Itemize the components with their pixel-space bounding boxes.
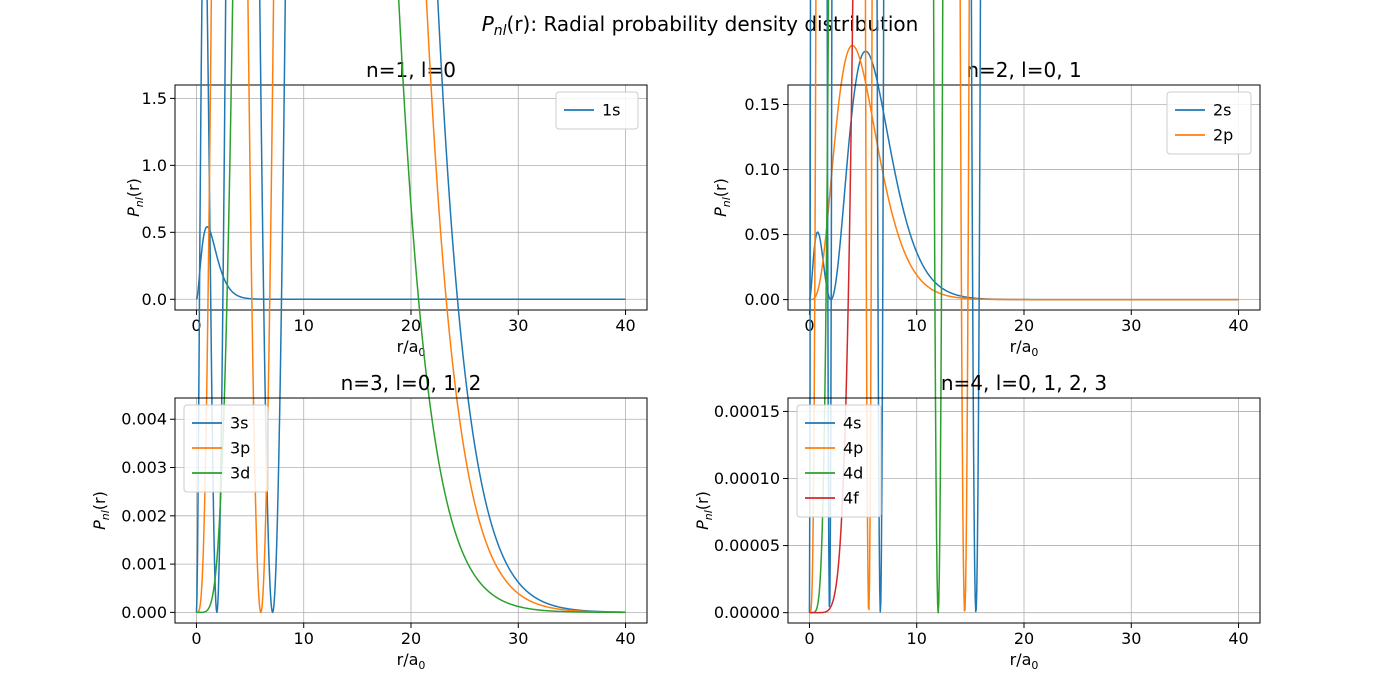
y-tick-label: 0.00 [744, 290, 780, 309]
y-axis-label: Pnl(r) [693, 491, 715, 530]
legend: 4s 4p 4d 4f [796, 404, 882, 518]
panels: 0 10 20 30 400.00.51.01.5n=1, l=0r/a0Pnl(r)1… [90, 0, 1261, 672]
x-tick-label: 20 [1014, 629, 1034, 648]
legend-label: 3s [230, 414, 249, 433]
x-axis-label: r/a0 [397, 337, 426, 359]
x-tick-label: 40 [615, 316, 635, 335]
y-tick-label: 0.003 [121, 458, 167, 477]
subplot-title: n=4, l=0, 1, 2, 3 [941, 371, 1107, 395]
subplot-title: n=3, l=0, 1, 2 [341, 371, 482, 395]
legend-box [183, 404, 269, 493]
y-tick-label: 0.00005 [714, 536, 780, 555]
x-tick-label: 20 [401, 629, 421, 648]
x-axis-label: r/a0 [397, 650, 426, 672]
y-tick-label: 0.5 [142, 223, 167, 242]
x-tick-label: 20 [401, 316, 421, 335]
series-line-1s [195, 226, 626, 301]
y-tick-label: 0.001 [121, 555, 167, 574]
legend-label: 2p [1213, 126, 1233, 145]
legend-box [796, 404, 882, 518]
legend-label: 4f [843, 489, 859, 508]
y-tick-label: 0.00015 [714, 402, 780, 421]
y-axis-label: Pnl(r) [90, 491, 112, 530]
legend-label: 4d [843, 464, 863, 483]
y-tick-label: 1.0 [142, 156, 167, 175]
x-tick-label: 40 [615, 629, 635, 648]
legend-label: 4s [843, 414, 862, 433]
legend-label: 4p [843, 439, 863, 458]
x-tick-label: 30 [1121, 316, 1141, 335]
x-axis-label: r/a0 [1010, 337, 1039, 359]
legend-label: 2s [1213, 101, 1232, 120]
x-tick-label: 30 [1121, 629, 1141, 648]
series-line-2p [809, 44, 1239, 301]
x-tick-label: 20 [1014, 316, 1034, 335]
subplot-3: 0 10 20 30 40 0.000 0.001 0.002 0.003 0.004 n=3, l… [90, 0, 648, 672]
y-tick-label: 1.5 [142, 89, 167, 108]
x-tick-label: 10 [907, 629, 927, 648]
y-tick-label: 0.000 [121, 603, 167, 622]
x-tick-label: 10 [294, 316, 314, 335]
legend-label: 3p [230, 439, 250, 458]
y-tick-label: 0.10 [744, 160, 780, 179]
x-axis-label: r/a0 [1010, 650, 1039, 672]
subplot-2: 0 10 20 30 400.000.050.100.15n=2, l=0, 1r/a0… [711, 44, 1261, 359]
x-tick-label: 40 [1228, 629, 1248, 648]
y-axis-label: Pnl(r) [711, 178, 733, 217]
y-tick-label: 0.004 [121, 410, 167, 429]
legend-label: 1s [602, 101, 621, 120]
legend-box [1166, 91, 1252, 155]
x-tick-label: 10 [294, 629, 314, 648]
y-tick-label: 0.05 [744, 225, 780, 244]
legend: 3s 3p 3d [183, 404, 269, 493]
x-tick-label: 10 [907, 316, 927, 335]
y-tick-label: 0.00000 [714, 603, 780, 622]
series-line-3d [196, 0, 626, 614]
x-tick-label: 30 [508, 316, 528, 335]
x-tick-label: 0 [191, 629, 201, 648]
y-tick-label: 0.0 [142, 290, 167, 309]
y-tick-label: 0.002 [121, 506, 167, 525]
subplot-1: 0 10 20 30 400.00.51.01.5n=1, l=0r/a0Pnl(r)1… [124, 58, 648, 359]
figure-title: Pnl(r): Radial probability density distr… [482, 12, 919, 39]
subplot-4: 0 10 20 30 40 0.00000 0.00005 0.00010 0.00015 n=4… [693, 0, 1261, 672]
x-tick-label: 0 [191, 316, 201, 335]
legend-box [555, 91, 639, 130]
x-tick-label: 40 [1228, 316, 1248, 335]
y-tick-label: 0.00010 [714, 469, 780, 488]
series-line-3s [195, 0, 626, 614]
y-axis-label: Pnl(r) [124, 178, 146, 217]
legend-label: 3d [230, 464, 250, 483]
subplot-title: n=2, l=0, 1 [966, 58, 1081, 82]
series-line-4s [808, 0, 982, 613]
legend: 1s [555, 91, 639, 130]
y-tick-label: 0.15 [744, 95, 780, 114]
x-tick-label: 0 [804, 629, 814, 648]
x-tick-label: 30 [508, 629, 528, 648]
